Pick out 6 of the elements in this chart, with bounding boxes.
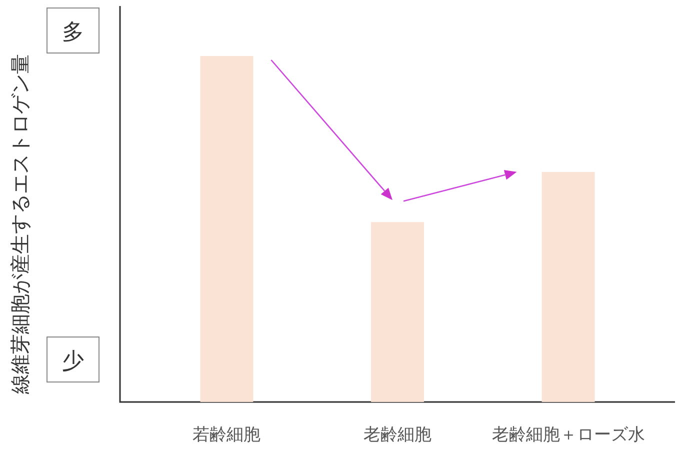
y-axis-title: 線維芽細胞が産生するエストロゲン量 xyxy=(8,54,32,395)
text: 少 xyxy=(62,349,84,374)
x-tick-label: 老齢細胞＋ローズ水 xyxy=(492,425,645,445)
x-tick-label: 若齢細胞 xyxy=(192,425,261,445)
text: 多 xyxy=(62,20,84,45)
x-tick-label: 老齢細胞 xyxy=(364,425,432,445)
